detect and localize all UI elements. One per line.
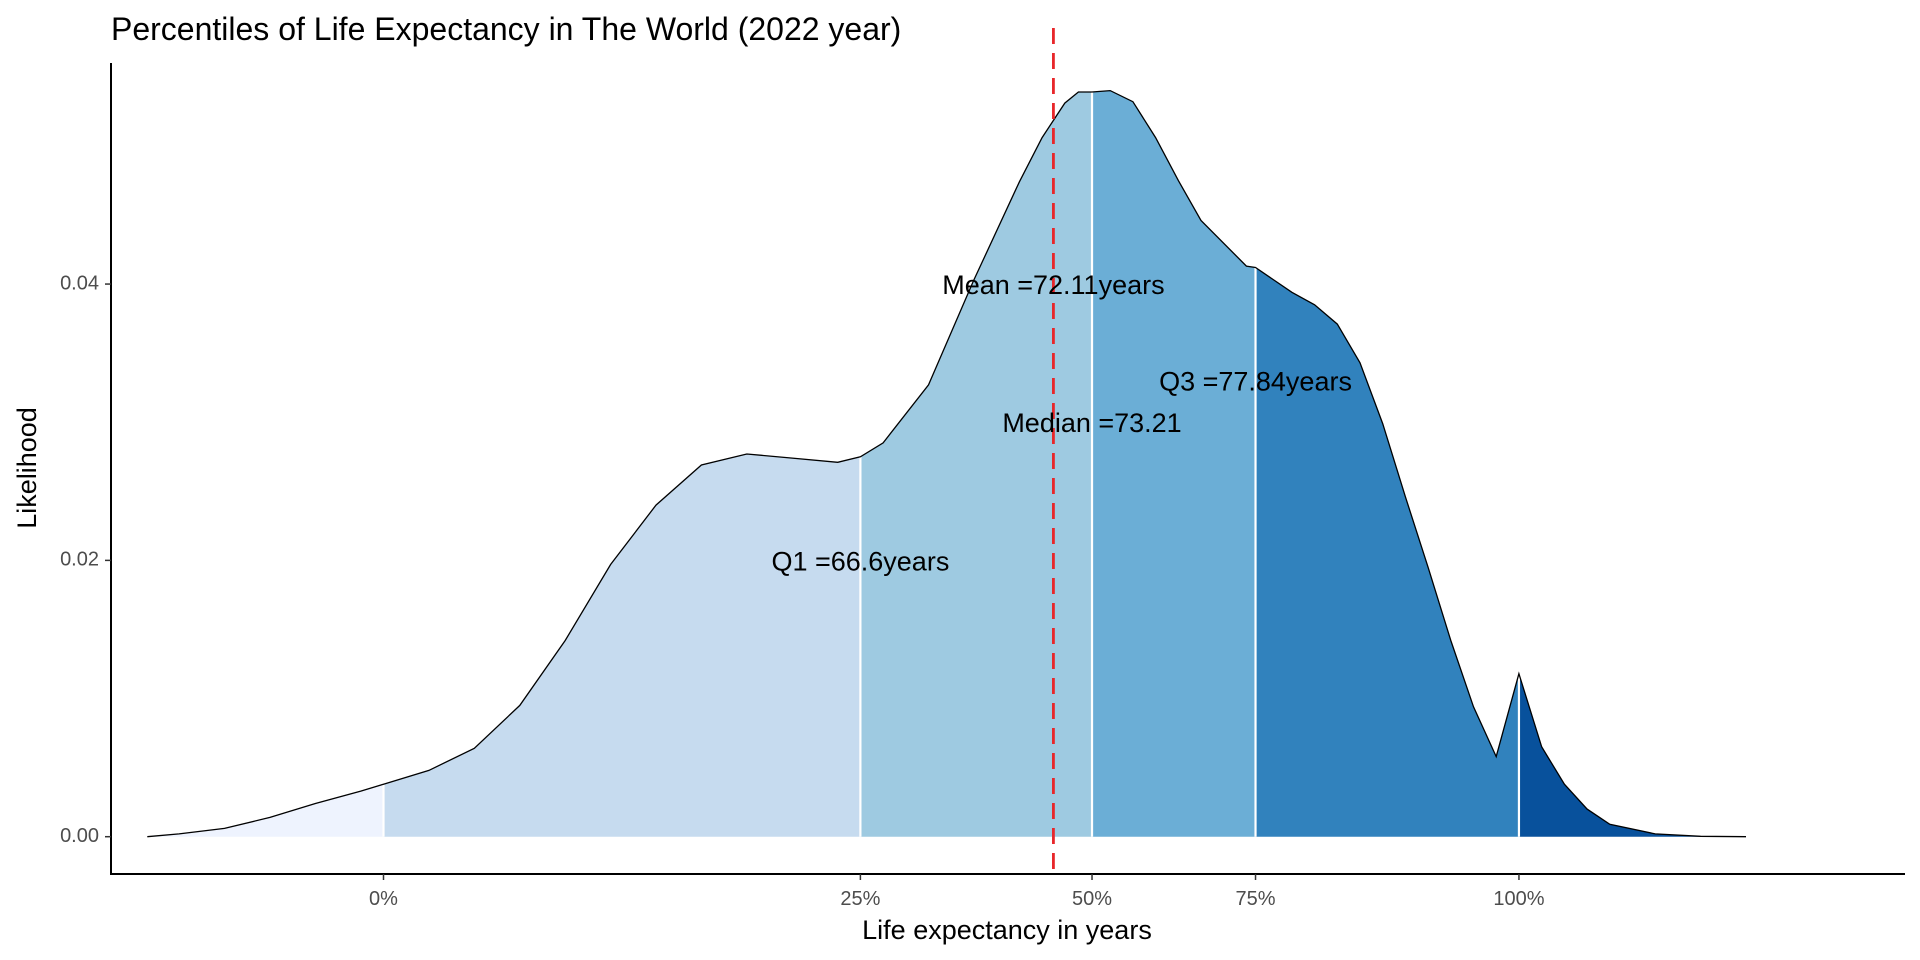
density-curve <box>147 89 1747 838</box>
x-tick-label-3: 75% <box>1236 888 1276 910</box>
percentile-band-1 <box>383 454 861 837</box>
chart-title: Percentiles of Life Expectancy in The Wo… <box>111 11 901 47</box>
x-tick-label-1: 25% <box>840 888 880 910</box>
y-tick-label-1: 0.02 <box>60 549 99 571</box>
y-tick-label-0: 0.00 <box>60 825 99 847</box>
axes <box>110 63 1905 875</box>
y-tick-label-2: 0.04 <box>60 272 99 294</box>
percentile-bands <box>147 90 1746 837</box>
annotation-3: Q1 =66.6years <box>771 546 949 576</box>
annotation-0: Mean =72.11years <box>942 270 1164 300</box>
annotation-1: Median =73.21 <box>1002 408 1181 438</box>
annotation-2: Q3 =77.84years <box>1159 367 1352 397</box>
x-tick-label-0: 0% <box>369 888 398 910</box>
percentile-band-4 <box>1255 267 1519 837</box>
y-axis-title: Likelihood <box>12 407 42 529</box>
x-ticks: 0% 25% 50% 75% 100% <box>369 874 1545 910</box>
percentile-separators <box>382 92 1521 837</box>
annotations: Mean =72.11years Median =73.21 Q3 =77.84ye… <box>771 270 1352 576</box>
percentile-band-0 <box>147 784 384 837</box>
x-axis-title: Life expectancy in years <box>862 915 1152 945</box>
y-ticks: 0.00 0.02 0.04 <box>60 272 111 847</box>
x-tick-label-2: 50% <box>1072 888 1112 910</box>
percentile-band-3 <box>1092 90 1256 837</box>
percentile-band-5 <box>1518 673 1746 837</box>
percentile-band-2 <box>860 92 1092 837</box>
x-tick-label-4: 100% <box>1493 888 1544 910</box>
